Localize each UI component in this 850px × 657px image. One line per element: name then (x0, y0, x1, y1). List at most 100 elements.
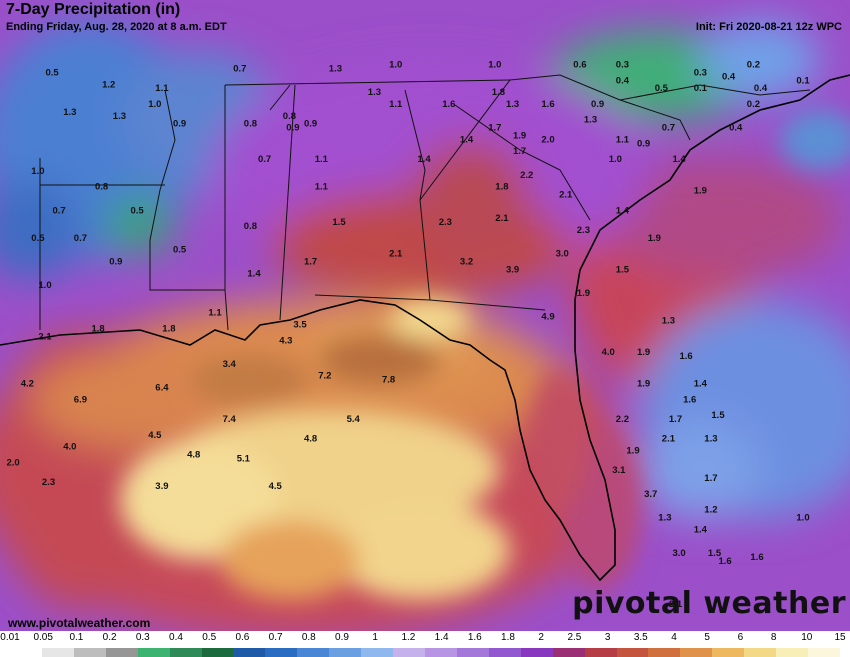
legend-colorbar (10, 648, 840, 657)
legend-label: 0.5 (202, 632, 217, 643)
precip-value-label: 0.9 (286, 123, 299, 134)
precip-value-labels: 0.51.21.3 1.31.11.00.90.70.80.80.91.3 1.0 1… (6, 60, 810, 610)
legend-swatch (456, 648, 489, 657)
precip-value-label: 2.1 (38, 331, 52, 342)
legend-label: 0.4 (169, 632, 183, 643)
precip-value-label: 0.2 (747, 60, 760, 71)
legend-swatch (265, 648, 298, 657)
legend-swatch (520, 648, 553, 657)
legend-label: 0.8 (301, 632, 316, 643)
legend-label: 2 (538, 632, 544, 643)
precip-value-label: 2.3 (439, 217, 452, 228)
legend-label: 1.4 (434, 632, 449, 643)
precip-value-label: 4.9 (541, 312, 554, 323)
precip-value-label: 1.0 (38, 280, 51, 291)
precip-value-label: 4.0 (63, 442, 76, 453)
precip-value-label: 4.3 (279, 335, 292, 346)
precip-value-label: 0.2 (747, 99, 760, 110)
map-title: 7-Day Precipitation (in) (6, 1, 181, 18)
legend-label: 3 (604, 632, 611, 643)
precip-value-label: 0.3 (616, 60, 629, 71)
precip-value-label: 4.0 (602, 347, 615, 358)
legend-swatch (329, 648, 362, 657)
legend-swatch (297, 648, 330, 657)
precip-value-label: 4.8 (304, 434, 317, 445)
precip-value-label: 1.4 (672, 154, 686, 165)
precip-value-label: 1.9 (513, 131, 526, 142)
precip-value-label: 1.0 (609, 154, 622, 165)
legend-swatch (10, 648, 42, 657)
precip-value-label: 5.4 (347, 414, 361, 425)
legend-swatch (648, 648, 681, 657)
legend-swatch (808, 648, 840, 657)
precip-value-label: 0.5 (173, 245, 187, 256)
precip-value-label: 7.8 (382, 375, 395, 386)
precip-value-label: 1.5 (616, 264, 630, 275)
precip-value-label: 1.1 (616, 134, 630, 145)
legend-label: 0.6 (235, 632, 250, 643)
precip-value-label: 3.9 (506, 264, 519, 275)
precip-value-label: 3.2 (460, 257, 473, 268)
legend-label: 1.6 (467, 632, 482, 643)
init-time: Init: Fri 2020-08-21 12z WPC (695, 21, 842, 33)
legend-label: 0.01 (0, 632, 20, 643)
precip-value-label: 1.6 (442, 99, 455, 110)
legend-label: 0.9 (335, 632, 349, 643)
precip-value-label: 1.9 (577, 288, 590, 299)
precip-value-label: 1.7 (513, 146, 526, 157)
legend-label: 0.7 (268, 632, 283, 643)
precip-value-label: 6.4 (155, 383, 169, 394)
precip-value-label: 3.1 (612, 465, 626, 476)
precip-value-label: 1.3 (63, 107, 76, 118)
precip-value-label: 1.9 (637, 347, 650, 358)
precip-value-label: 1.0 (148, 99, 161, 110)
legend-labels: 0.01 0.05 0.1 0.2 0.3 0.4 0.5 0.6 0.7 0.8 0.9 1 1.2 1… (0, 632, 845, 646)
precip-value-label: 1.7 (304, 257, 317, 268)
legend-label: 6 (737, 632, 744, 643)
precip-value-label: 4.8 (187, 450, 200, 461)
precip-value-label: 1.1 (155, 83, 169, 94)
precip-value-label: 2.3 (577, 225, 590, 236)
precip-value-label: 1.2 (704, 505, 717, 516)
precip-value-label: 1.3 (113, 111, 126, 122)
legend-label: 10 (801, 632, 813, 643)
precip-value-label: 1.8 (492, 87, 505, 98)
precip-value-label: 1.2 (102, 79, 115, 90)
precip-value-label: 3.0 (556, 249, 569, 260)
precip-value-label: 1.9 (626, 446, 639, 457)
precip-value-label: 1.1 (315, 182, 329, 193)
precip-value-label: 1.6 (718, 556, 731, 567)
precip-value-label: 3.5 (293, 320, 307, 331)
precip-value-label: 1.4 (694, 379, 708, 390)
precip-value-label: 1.6 (683, 394, 696, 405)
precip-value-label: 2.1 (669, 599, 683, 610)
precip-value-label: 2.2 (520, 170, 533, 181)
precip-value-label: 4.5 (148, 430, 162, 441)
precip-value-label: 5.1 (237, 453, 251, 464)
precip-value-label: 0.9 (173, 119, 186, 130)
coastline (0, 74, 850, 582)
precip-value-label: 2.3 (42, 477, 55, 488)
precip-value-label: 0.8 (244, 221, 257, 232)
legend-label: 0.3 (135, 632, 150, 643)
legend-swatch (552, 648, 585, 657)
website-url[interactable]: www.pivotalweather.com (8, 616, 151, 630)
precip-value-label: 1.9 (637, 379, 650, 390)
precip-value-label: 0.5 (130, 205, 144, 216)
precip-value-label: 2.2 (616, 414, 629, 425)
legend-label: 1.2 (401, 632, 416, 643)
precip-value-label: 3.9 (155, 481, 168, 492)
state-boundaries (39, 74, 811, 331)
legend-label: 1 (372, 632, 378, 643)
precip-value-label: 2.1 (559, 190, 573, 201)
legend-swatch (201, 648, 234, 657)
precip-value-label: 0.3 (694, 67, 707, 78)
legend-swatch (169, 648, 202, 657)
precip-value-label: 1.8 (495, 182, 508, 193)
precip-value-label: 0.1 (694, 83, 708, 94)
precip-value-label: 0.6 (573, 60, 586, 71)
legend-swatch (680, 648, 713, 657)
precip-field-highlights (120, 110, 850, 600)
precip-value-label: 1.3 (658, 513, 671, 524)
